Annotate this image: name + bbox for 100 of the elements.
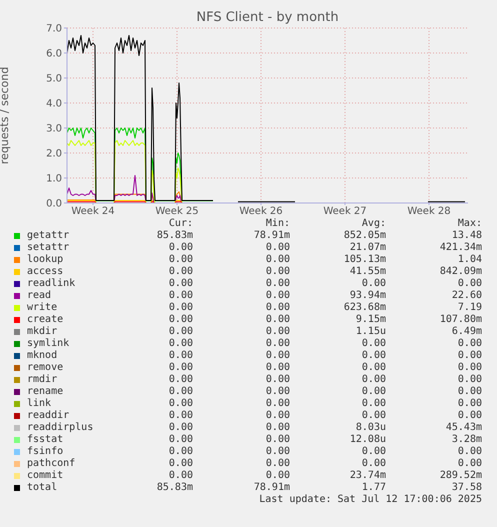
text: 0.00 — [264, 398, 290, 409]
text: 0.00 — [168, 386, 193, 397]
text: 0.00 — [264, 278, 290, 289]
text: 0.00 — [168, 446, 193, 457]
text: 421.34m — [438, 242, 482, 253]
text: 12.08u — [348, 434, 386, 445]
y-tick-label: 3.0 — [46, 124, 62, 135]
legend-label: remove — [27, 362, 64, 373]
text: 85.83m — [156, 482, 193, 493]
text: 289.52m — [438, 470, 482, 481]
x-tick-label: Week 26 — [239, 206, 283, 218]
text: 0.00 — [264, 266, 290, 277]
text: 0.00 — [168, 374, 193, 385]
text: 0.00 — [264, 338, 290, 349]
text: 0.00 — [456, 374, 482, 385]
text: 1.77 — [360, 482, 386, 493]
legend-label: setattr — [27, 242, 70, 253]
legend-label: readdir — [27, 410, 70, 421]
text: 0.00 — [264, 458, 290, 469]
text: 0.00 — [168, 350, 193, 361]
text: 93.94m — [348, 290, 386, 301]
text: 0.00 — [264, 362, 290, 373]
text: 0.00 — [168, 422, 193, 433]
text: 0.00 — [264, 386, 290, 397]
text: 105.13m — [342, 254, 386, 265]
legend-label: lookup — [27, 254, 64, 265]
y-tick-label: 2.0 — [46, 148, 62, 160]
text: 37.58 — [450, 482, 482, 493]
chart-title: NFS Client - by month — [195, 10, 340, 25]
text: 0.00 — [264, 410, 290, 421]
text: 13.48 — [450, 230, 482, 241]
x-tick-label: Week 24 — [71, 206, 115, 218]
y-axis-title: requests / second — [0, 66, 11, 164]
text: 0.00 — [168, 398, 193, 409]
text: 8.03u — [354, 422, 386, 433]
y-tick-label: 0.0 — [46, 198, 62, 210]
text: 0.00 — [360, 446, 386, 457]
text: 0.00 — [168, 470, 193, 481]
x-tick-label: Week 28 — [407, 206, 451, 218]
text: 0.00 — [264, 254, 290, 265]
text: 0.00 — [168, 458, 193, 469]
text: 0.00 — [360, 278, 386, 289]
legend-label: rmdir — [27, 374, 58, 385]
legend-label: create — [27, 314, 64, 325]
text: 0.00 — [264, 302, 290, 313]
text: 41.55m — [348, 266, 386, 277]
text: 0.00 — [456, 446, 482, 457]
text: 0.00 — [360, 338, 386, 349]
text: 0.00 — [264, 374, 290, 385]
text: 623.68m — [342, 302, 386, 313]
text: 0.00 — [264, 326, 290, 337]
text: 0.00 — [456, 278, 482, 289]
y-tick-label: 6.0 — [46, 48, 62, 60]
text: 0.00 — [456, 458, 482, 469]
text: 0.00 — [264, 470, 290, 481]
text: 0.00 — [168, 302, 193, 313]
text: 85.83m — [156, 230, 193, 241]
legend-label: pathconf — [27, 458, 76, 469]
text: Min: — [264, 218, 290, 229]
text: 0.00 — [264, 446, 290, 457]
text: 0.00 — [360, 374, 386, 385]
legend-label: access — [27, 266, 64, 277]
text: 0.00 — [456, 350, 482, 361]
legend-label: getattr — [27, 230, 70, 241]
text: 0.00 — [168, 242, 193, 253]
legend-label: link — [27, 398, 52, 409]
text: 0.00 — [168, 338, 193, 349]
text: 0.00 — [168, 362, 193, 373]
text: Avg: — [360, 218, 386, 229]
text: 45.43m — [444, 422, 482, 433]
legend-label: read — [27, 290, 52, 301]
text: 0.00 — [360, 350, 386, 361]
legend-label: commit — [27, 470, 64, 481]
text: 7.19 — [456, 302, 482, 313]
text: 21.07m — [348, 242, 386, 253]
legend-label: mknod — [27, 350, 58, 361]
text: 0.00 — [168, 326, 193, 337]
text: 0.00 — [168, 314, 193, 325]
legend-label: fsstat — [27, 434, 64, 445]
legend-label: write — [27, 302, 58, 313]
text: 0.00 — [456, 398, 482, 409]
text: 0.00 — [168, 410, 193, 421]
text: 0.00 — [360, 386, 386, 397]
text: 0.00 — [360, 410, 386, 421]
text: 23.74m — [348, 470, 386, 481]
text: 0.00 — [168, 434, 193, 445]
text: Max: — [456, 218, 482, 229]
text: 0.00 — [264, 434, 290, 445]
y-tick-label: 4.0 — [46, 98, 62, 110]
text: 22.60 — [450, 290, 482, 301]
text: 0.00 — [264, 314, 290, 325]
text: 0.00 — [456, 362, 482, 373]
text: 0.00 — [168, 266, 193, 277]
text: 0.00 — [456, 338, 482, 349]
text: 0.00 — [168, 278, 193, 289]
legend-label: fsinfo — [27, 446, 64, 457]
text: 0.00 — [168, 290, 193, 301]
text: 107.80m — [438, 314, 482, 325]
text: 0.00 — [264, 422, 290, 433]
text: 0.00 — [360, 398, 386, 409]
